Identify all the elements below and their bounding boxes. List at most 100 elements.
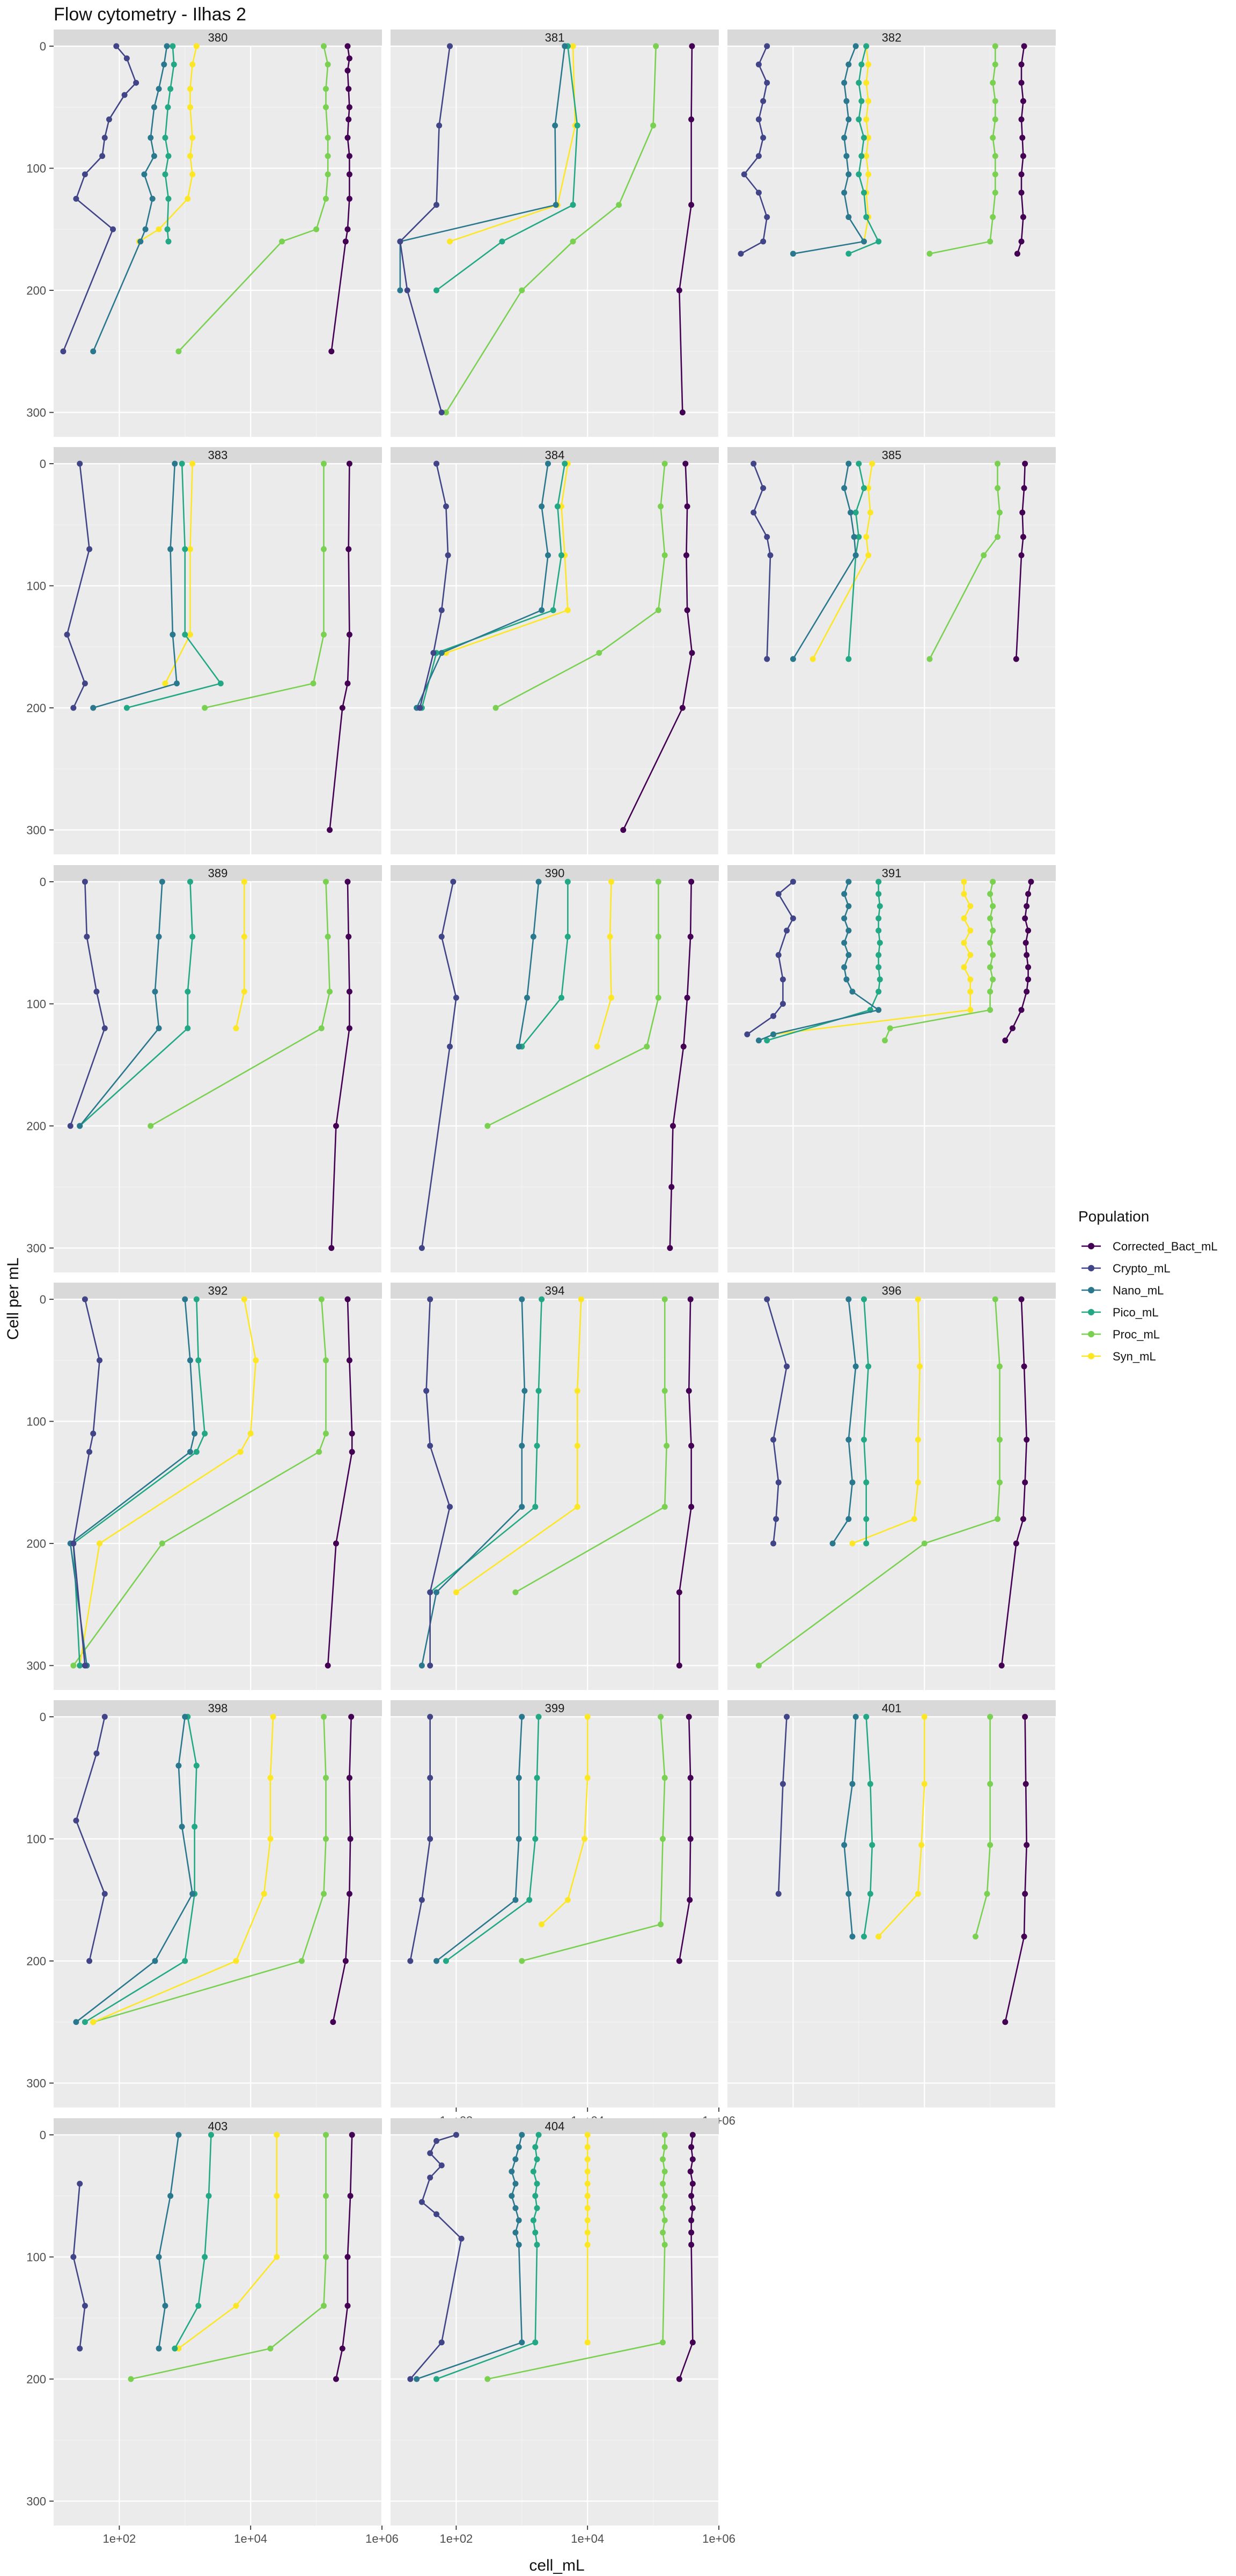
data-point: [86, 1448, 93, 1455]
series-Proc_mL: [128, 2132, 329, 2382]
data-point: [339, 2345, 345, 2352]
data-point: [876, 952, 882, 958]
data-point: [849, 1934, 856, 1940]
series-Proc_mL: [519, 1714, 668, 1964]
data-point: [86, 546, 93, 552]
data-point: [755, 153, 762, 159]
data-point: [447, 238, 453, 245]
data-point: [584, 2144, 591, 2150]
data-point: [755, 189, 762, 196]
data-point: [77, 2345, 83, 2352]
data-point: [845, 251, 852, 257]
data-point: [532, 2229, 539, 2236]
panel-background: [391, 882, 719, 1272]
data-point: [764, 534, 770, 540]
series-Crypto_mL: [407, 1714, 433, 1964]
data-point: [519, 1443, 525, 1449]
data-point: [325, 933, 331, 940]
series-Pico_mL: [860, 1714, 876, 1940]
data-point: [438, 607, 445, 613]
data-point: [852, 1714, 859, 1720]
data-point: [608, 994, 614, 1001]
y-tick-label: 0: [40, 1710, 46, 1724]
data-point: [755, 1663, 762, 1668]
data-point: [530, 933, 536, 940]
data-point: [775, 1479, 782, 1485]
data-point: [689, 2180, 696, 2187]
data-point: [687, 1296, 694, 1302]
data-point: [267, 1775, 274, 1781]
data-point: [594, 1043, 600, 1050]
data-point: [841, 891, 848, 897]
series-Pico_mL: [162, 43, 177, 245]
y-tick-label: 100: [26, 580, 46, 593]
data-point: [867, 1781, 873, 1787]
data-point: [325, 135, 331, 141]
data-point: [852, 1363, 859, 1370]
data-point: [863, 214, 870, 220]
data-point: [344, 226, 351, 232]
data-point: [608, 879, 614, 885]
panel-background: [391, 464, 719, 854]
data-point: [856, 534, 862, 540]
data-point: [1021, 43, 1027, 49]
data-point: [915, 1479, 921, 1485]
data-point: [996, 1479, 1003, 1485]
data-point: [552, 122, 558, 129]
series-line: [416, 463, 549, 708]
data-point: [856, 171, 862, 178]
data-point: [174, 680, 180, 686]
panel-background: [727, 1299, 1056, 1690]
data-point: [995, 534, 1001, 540]
series-line: [929, 464, 1000, 660]
legend: Population Corrected_Bact_mL Crypto_mL Nan…: [1078, 1208, 1218, 1363]
data-point: [321, 2303, 327, 2309]
data-point: [524, 994, 530, 1001]
data-point: [863, 1714, 870, 1720]
data-point: [770, 1031, 777, 1037]
data-point: [553, 202, 559, 208]
data-point: [447, 1043, 453, 1050]
data-point: [860, 238, 867, 245]
chart-title: Flow cytometry - Ilhas 2: [54, 4, 246, 25]
data-point: [82, 1296, 88, 1302]
data-point: [512, 2229, 519, 2236]
series-line: [72, 1299, 327, 1666]
data-point: [233, 1025, 239, 1031]
data-point: [346, 1775, 352, 1781]
data-point: [584, 2193, 591, 2199]
facet-panel-385: 385: [727, 447, 1057, 854]
data-point: [670, 1123, 676, 1129]
data-point: [345, 546, 352, 552]
data-point: [325, 171, 331, 178]
data-point: [407, 2376, 414, 2382]
data-point: [558, 552, 564, 559]
data-point: [990, 214, 996, 220]
data-point: [845, 61, 852, 68]
legend-key-point: [1088, 1353, 1094, 1359]
data-point: [427, 1296, 433, 1302]
data-point: [790, 251, 796, 257]
data-point: [333, 1123, 339, 1129]
data-point: [995, 460, 1001, 467]
facet-strip-label: 399: [545, 1701, 565, 1715]
series-line: [495, 463, 666, 709]
facet-strip: [54, 447, 382, 464]
series-Crypto_mL: [744, 879, 796, 1037]
data-point: [156, 1025, 162, 1031]
data-point: [689, 2205, 696, 2211]
data-point: [790, 879, 796, 885]
data-point: [574, 1504, 580, 1510]
data-point: [532, 2144, 539, 2150]
data-point: [499, 238, 505, 245]
data-point: [267, 1836, 274, 1842]
series-line: [327, 1299, 353, 1666]
data-point: [165, 195, 172, 202]
y-tick-label: 100: [26, 998, 46, 1011]
data-point: [414, 2376, 420, 2382]
data-point: [689, 650, 695, 656]
data-point: [321, 546, 327, 552]
data-point: [915, 1437, 921, 1443]
data-point: [77, 1663, 83, 1668]
facet-panels: 380 0 100 200 300 381 382 383 0 100 200 300 384 385 38…: [26, 30, 1057, 2545]
